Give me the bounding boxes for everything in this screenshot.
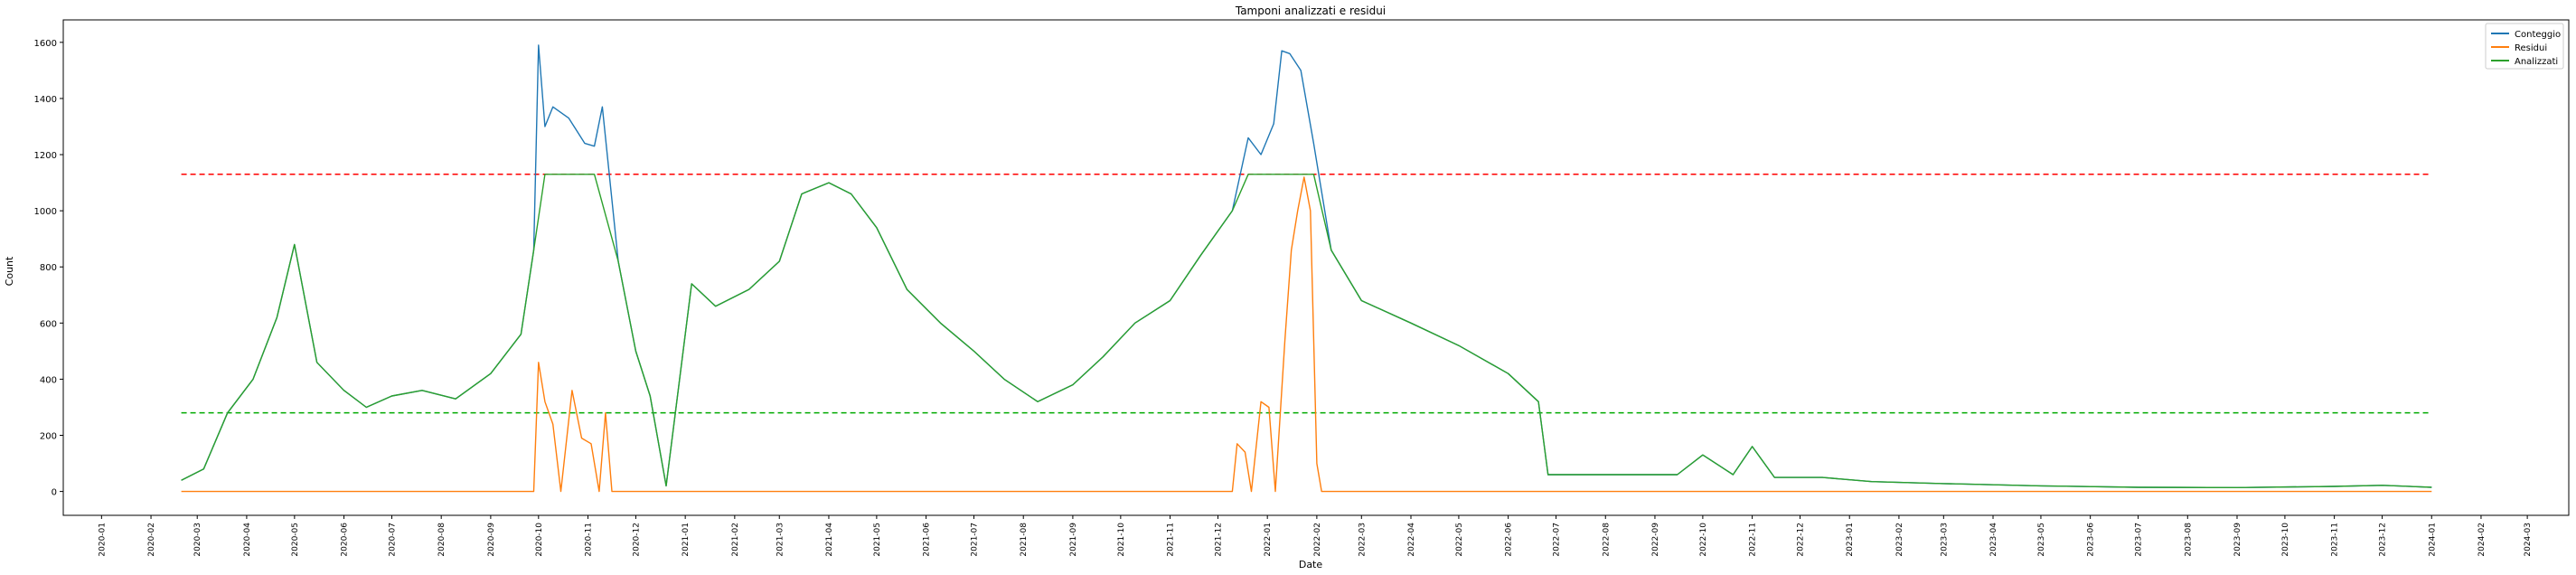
y-tick-label: 1600: [34, 39, 57, 49]
reference-lines: [181, 174, 2432, 414]
y-tick-label: 800: [40, 263, 57, 273]
x-tick-label: 2020-08: [437, 523, 447, 557]
y-tick-label: 0: [52, 488, 57, 498]
y-axis-label: Count: [4, 256, 15, 286]
legend-entry: Conteggio: [2515, 30, 2561, 40]
y-tick-label: 1200: [34, 151, 57, 161]
y-axis-ticks: 0 200 400 600 800 1000 1200 1400 1600: [34, 39, 63, 498]
x-tick-label: 2021-07: [971, 523, 980, 557]
x-tick-label: 2020-02: [147, 523, 156, 557]
plot-frame: [62, 19, 2570, 516]
legend-entry: Residui: [2515, 43, 2547, 53]
x-tick-label: 2024-01: [2428, 523, 2437, 557]
x-tick-label: 2022-05: [1455, 523, 1464, 557]
legend-box: [2485, 23, 2564, 70]
x-tick-label: 2023-01: [1846, 523, 1855, 557]
x-tick-label: 2022-07: [1553, 523, 1562, 557]
x-axis-label: Date: [1299, 559, 1323, 570]
x-tick-label: 2021-10: [1117, 523, 1126, 557]
x-tick-label: 2021-09: [1069, 523, 1078, 557]
x-tick-label: 2022-09: [1651, 523, 1660, 557]
x-tick-label: 2023-12: [2379, 523, 2388, 557]
x-tick-label: 2023-05: [2037, 523, 2046, 557]
x-tick-label: 2023-09: [2233, 523, 2242, 557]
x-tick-label: 2021-02: [731, 523, 740, 557]
x-tick-label: 2021-08: [1020, 523, 1029, 557]
x-tick-label: 2022-11: [1749, 523, 1758, 557]
x-tick-label: 2021-05: [873, 523, 882, 557]
x-tick-label: 2023-06: [2087, 523, 2096, 557]
x-tick-label: 2021-03: [776, 523, 785, 557]
x-tick-label: 2020-06: [341, 523, 350, 557]
x-tick-label: 2022-10: [1699, 523, 1708, 557]
x-tick-label: 2022-03: [1358, 523, 1367, 557]
x-tick-label: 2021-06: [923, 523, 932, 557]
x-tick-label: 2020-05: [291, 523, 300, 557]
legend-entry: Analizzati: [2515, 57, 2558, 67]
x-tick-label: 2020-04: [243, 523, 252, 557]
series-line-residui: [181, 176, 2432, 493]
x-tick-label: 2024-03: [2524, 523, 2533, 557]
x-tick-label: 2020-03: [193, 523, 202, 557]
y-tick-label: 1400: [34, 95, 57, 105]
x-tick-label: 2020-07: [388, 523, 397, 557]
x-tick-label: 2023-07: [2135, 523, 2144, 557]
series-line-analizzati: [181, 174, 2432, 488]
x-tick-label: 2023-04: [1989, 523, 1998, 557]
x-axis-ticks: 2020-01 2020-02 2020-03 2020-04 2020-05 2020-…: [98, 515, 2533, 557]
x-tick-label: 2020-10: [535, 523, 544, 557]
x-tick-label: 2022-02: [1313, 523, 1322, 557]
x-tick-label: 2022-04: [1407, 523, 1416, 557]
x-tick-label: 2022-06: [1505, 523, 1514, 557]
y-tick-label: 600: [40, 319, 57, 329]
x-tick-label: 2020-01: [98, 523, 107, 557]
x-tick-label: 2023-08: [2184, 523, 2193, 557]
x-tick-label: 2021-11: [1167, 523, 1176, 557]
legend: Conteggio Residui Analizzati: [2485, 23, 2564, 70]
x-tick-label: 2024-02: [2477, 523, 2487, 557]
y-tick-label: 400: [40, 375, 57, 385]
x-tick-label: 2021-01: [682, 523, 691, 557]
x-tick-label: 2021-12: [1214, 523, 1223, 557]
x-tick-label: 2022-12: [1797, 523, 1806, 557]
x-tick-label: 2022-01: [1264, 523, 1273, 557]
x-tick-label: 2020-12: [632, 523, 641, 557]
x-tick-label: 2023-11: [2331, 523, 2340, 557]
y-tick-label: 1000: [34, 207, 57, 217]
x-tick-label: 2020-09: [487, 523, 496, 557]
x-tick-label: 2023-10: [2281, 523, 2290, 557]
x-tick-label: 2023-02: [1895, 523, 1904, 557]
x-tick-label: 2022-08: [1602, 523, 1611, 557]
series-line-conteggio: [181, 44, 2432, 488]
series-lines: [181, 44, 2432, 493]
y-tick-label: 200: [40, 432, 57, 442]
x-tick-label: 2021-04: [825, 523, 834, 557]
x-tick-label: 2020-11: [585, 523, 594, 557]
chart-title: Tamponi analizzati e residui: [1235, 5, 1386, 17]
x-tick-label: 2023-03: [1940, 523, 1949, 557]
